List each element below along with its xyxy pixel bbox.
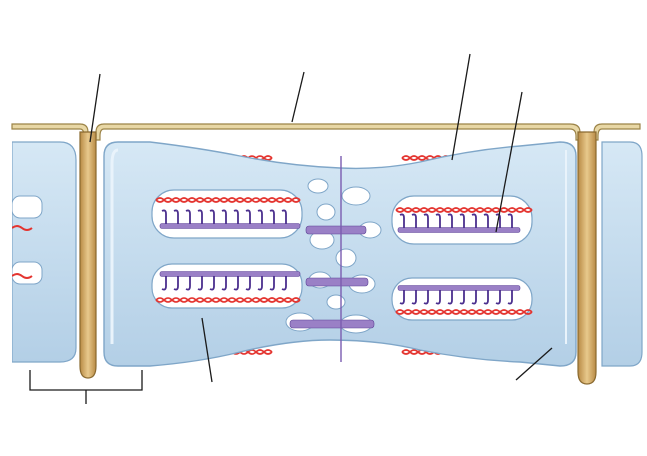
- myosin-head: [257, 209, 263, 224]
- myosin-filament: [397, 227, 521, 233]
- leader-line-3: [451, 53, 471, 161]
- leader-line-6: [515, 347, 553, 381]
- myosin-head: [459, 290, 465, 305]
- myosin-head: [173, 209, 179, 224]
- myosin-head: [471, 213, 477, 228]
- sarcolemma: [11, 123, 641, 141]
- t-tubule-left: [79, 131, 97, 379]
- myosin-head: [411, 290, 417, 305]
- myosin-head: [423, 213, 429, 228]
- actin-strand: [395, 208, 533, 213]
- leader-lines: [89, 53, 553, 383]
- myosin-head: [197, 276, 203, 291]
- myosin-head: [471, 290, 477, 305]
- myosin-filament: [305, 225, 367, 235]
- window-filaments: [155, 197, 533, 329]
- myosin-head: [197, 209, 203, 224]
- myosin-head: [173, 276, 179, 291]
- myosin-head: [483, 213, 489, 228]
- myosin-head: [185, 276, 191, 291]
- myosin-head: [257, 276, 263, 291]
- myosin-filament: [397, 285, 521, 291]
- actin-strand: [395, 207, 533, 212]
- sarcoplasmic-reticulum: [103, 141, 577, 367]
- myosin-head: [459, 213, 465, 228]
- myosin-head: [185, 209, 191, 224]
- myosin-head: [245, 209, 251, 224]
- myosin-head: [447, 213, 453, 228]
- myosin-head: [507, 213, 513, 228]
- sarcolemma-membrane: [11, 123, 641, 141]
- leader-line-1: [89, 73, 101, 143]
- myosin-head: [233, 276, 239, 291]
- actin-strand: [395, 310, 533, 315]
- myosin-head: [399, 213, 405, 228]
- myosin-head: [161, 276, 167, 291]
- myosin-head: [245, 276, 251, 291]
- myosin-filament: [305, 277, 369, 287]
- myosin-head: [281, 209, 287, 224]
- myosin-head: [209, 276, 215, 291]
- myosin-head: [435, 213, 441, 228]
- leader-line-4: [495, 91, 523, 233]
- myosin-head: [221, 209, 227, 224]
- leader-line-2: [291, 71, 305, 123]
- left-partial-tubule: [12, 141, 77, 363]
- right-partial-tubule: [601, 141, 643, 367]
- myosin-head: [435, 290, 441, 305]
- myosin-head: [447, 290, 453, 305]
- myosin-head: [269, 209, 275, 224]
- myosin-head: [483, 290, 489, 305]
- myosin-head: [399, 290, 405, 305]
- myosin-head: [209, 209, 215, 224]
- myosin-filament: [289, 319, 375, 329]
- t-tubule-right: [577, 131, 597, 385]
- myosin-filament: [159, 223, 301, 229]
- myosin-head: [233, 209, 239, 224]
- myosin-head: [281, 276, 287, 291]
- actin-strand: [155, 198, 301, 203]
- myosin-filament: [159, 271, 301, 277]
- leader-line-5: [201, 317, 213, 383]
- myosin-head: [495, 290, 501, 305]
- myosin-head: [507, 290, 513, 305]
- myosin-head: [411, 213, 417, 228]
- actin-strand: [395, 309, 533, 314]
- myosin-head: [221, 276, 227, 291]
- myosin-head: [423, 290, 429, 305]
- myosin-head: [269, 276, 275, 291]
- actin-strand: [155, 298, 301, 303]
- myosin-head: [161, 209, 167, 224]
- bracket: [29, 370, 143, 404]
